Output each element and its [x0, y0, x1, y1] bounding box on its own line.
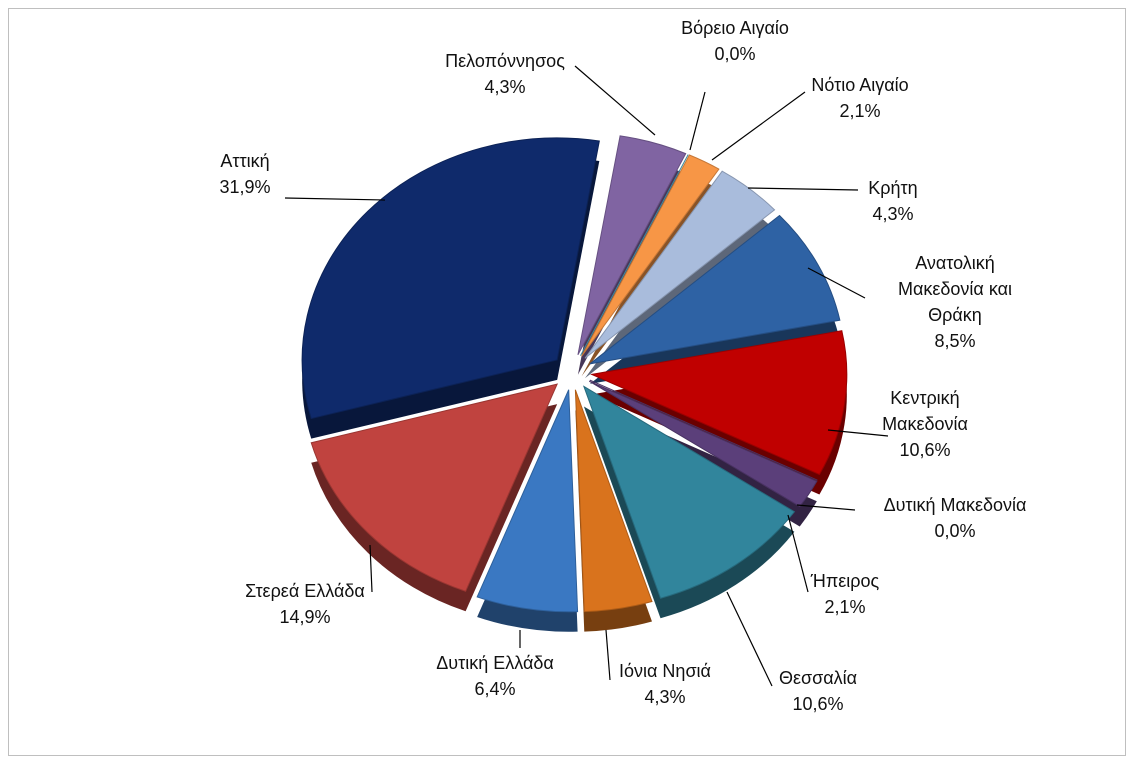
data-label: Πελοπόννησος 4,3% — [420, 48, 590, 100]
data-label: Στερεά Ελλάδα 14,9% — [210, 578, 400, 630]
leader-line — [605, 629, 611, 681]
slice — [589, 214, 841, 365]
category-label: Ανατολική Μακεδονία και Θράκη — [897, 253, 1013, 325]
data-label: Κρήτη 4,3% — [833, 175, 953, 227]
leader-line — [711, 91, 806, 161]
leader-line — [796, 504, 856, 511]
slice — [301, 137, 600, 420]
value-label: 0,0% — [934, 521, 976, 541]
slice — [476, 389, 579, 613]
chart-frame — [8, 8, 1126, 756]
leader-line — [747, 187, 859, 191]
slice — [574, 389, 653, 613]
value-label: 2,1% — [839, 101, 881, 121]
value-label: 4,3% — [644, 687, 686, 707]
category-label: Πελοπόννησος — [445, 51, 565, 71]
data-label: Δυτική Μακεδονία 0,0% — [850, 492, 1060, 544]
data-label: Ήπειρος 2,1% — [785, 568, 905, 620]
leader-line — [807, 267, 866, 299]
slice — [581, 154, 720, 357]
value-label: 10,6% — [899, 440, 951, 460]
value-label: 4,3% — [872, 204, 914, 224]
leader-line — [787, 514, 809, 593]
data-label: Δυτική Ελλάδα 6,4% — [405, 650, 585, 702]
slice — [577, 135, 687, 356]
category-label: Νότιο Αιγαίο — [811, 75, 909, 95]
category-label: Κεντρική Μακεδονία — [882, 388, 968, 434]
value-label: 14,9% — [279, 607, 331, 627]
data-label: Κεντρική Μακεδονία 10,6% — [855, 385, 995, 463]
data-label: Ανατολική Μακεδονία και Θράκη 8,5% — [875, 250, 1035, 354]
data-label: Θεσσαλία 10,6% — [758, 665, 878, 717]
value-label: 2,1% — [824, 597, 866, 617]
slice — [590, 330, 848, 476]
leader-line — [827, 429, 889, 437]
category-label: Δυτική Μακεδονία — [883, 495, 1027, 515]
leader-line — [574, 65, 656, 136]
leader-line — [369, 544, 373, 593]
leader-line — [726, 591, 773, 687]
value-label: 4,3% — [484, 77, 526, 97]
category-label: Ήπειρος — [810, 571, 880, 591]
value-label: 31,9% — [219, 177, 271, 197]
leader-line — [284, 197, 386, 201]
slice — [582, 385, 796, 599]
category-label: Αττική — [220, 151, 270, 171]
value-label: 8,5% — [934, 331, 976, 351]
data-label: Νότιο Αιγαίο 2,1% — [780, 72, 940, 124]
data-label: Βόρειο Αιγαίο 0,0% — [635, 15, 835, 67]
slice — [584, 170, 776, 359]
category-label: Βόρειο Αιγαίο — [681, 18, 789, 38]
leader-line — [689, 91, 706, 151]
slice — [588, 380, 818, 508]
value-label: 0,0% — [714, 44, 756, 64]
value-label: 6,4% — [474, 679, 516, 699]
data-label: Ιόνια Νησιά 4,3% — [595, 658, 735, 710]
category-label: Στερεά Ελλάδα — [245, 581, 365, 601]
slice — [310, 383, 559, 592]
category-label: Κρήτη — [868, 178, 918, 198]
data-label: Αττική 31,9% — [185, 148, 305, 200]
category-label: Δυτική Ελλάδα — [436, 653, 554, 673]
value-label: 10,6% — [792, 694, 844, 714]
category-label: Ιόνια Νησιά — [619, 661, 711, 681]
category-label: Θεσσαλία — [778, 668, 858, 688]
